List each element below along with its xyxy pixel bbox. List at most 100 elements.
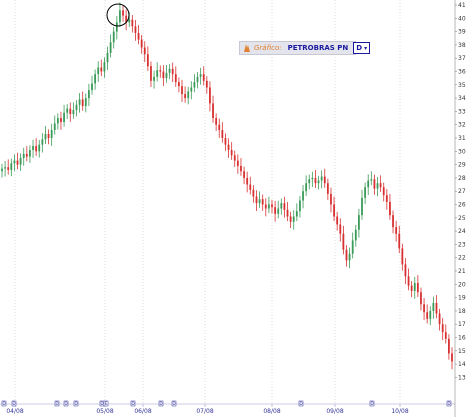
candle	[221, 122, 224, 143]
candle	[177, 77, 180, 93]
candle	[292, 210, 295, 230]
y-tick-label: 15	[458, 348, 466, 355]
candle	[56, 113, 59, 130]
candle	[426, 304, 429, 324]
svg-text:D: D	[64, 401, 67, 406]
candle	[385, 188, 388, 210]
candle	[230, 142, 233, 160]
candle	[106, 46, 109, 71]
candle	[159, 65, 162, 78]
candle	[109, 34, 112, 58]
candle	[271, 199, 273, 214]
candle	[115, 16, 118, 40]
candle	[246, 171, 249, 193]
candle	[435, 295, 438, 319]
x-tick-label: 08/08	[263, 408, 280, 415]
event-marker[interactable]: D	[369, 400, 375, 407]
event-marker[interactable]: D	[1, 400, 7, 407]
event-marker[interactable]: D	[298, 400, 304, 407]
event-marker[interactable]: D	[63, 400, 69, 407]
candle	[410, 280, 413, 298]
event-marker[interactable]: D	[158, 400, 164, 407]
y-tick-label: 30	[458, 148, 466, 155]
candle	[429, 306, 432, 326]
event-marker[interactable]: E	[103, 400, 109, 407]
candle	[32, 139, 34, 158]
svg-text:D: D	[299, 401, 302, 406]
event-marker[interactable]: D	[446, 400, 452, 407]
candle	[16, 152, 19, 170]
y-tick-label: 35	[458, 82, 466, 89]
candle	[295, 203, 298, 222]
candle	[240, 158, 242, 176]
candle	[320, 170, 323, 189]
candle	[367, 174, 370, 196]
chart-selector[interactable]: Gráfico: PETROBRAS PN D ▾	[239, 41, 371, 55]
candle	[10, 158, 13, 177]
candle	[72, 102, 75, 119]
candle	[274, 200, 277, 222]
candle	[53, 115, 56, 135]
event-marker[interactable]: D	[11, 400, 17, 407]
candle	[162, 65, 165, 86]
candle	[205, 76, 208, 94]
candle	[196, 72, 199, 89]
candles	[1, 2, 453, 370]
svg-text:D: D	[447, 401, 450, 406]
candle	[122, 5, 124, 22]
y-tick-label: 27	[458, 188, 466, 195]
candle	[22, 147, 25, 166]
event-marker[interactable]: D	[130, 400, 136, 407]
candle	[345, 245, 348, 267]
candle	[103, 57, 106, 78]
candle	[100, 59, 103, 77]
event-marker[interactable]: D	[99, 400, 105, 407]
candle	[190, 81, 193, 100]
candle	[336, 211, 339, 231]
svg-text:D: D	[172, 401, 175, 406]
y-tick-label: 28	[458, 175, 466, 182]
candle	[19, 153, 22, 171]
candle	[1, 163, 3, 178]
svg-text:D: D	[12, 401, 15, 406]
candle	[398, 225, 401, 254]
candle	[38, 139, 41, 158]
candle	[84, 93, 87, 113]
y-tick-label: 22	[458, 255, 466, 262]
candle	[438, 308, 441, 331]
candle	[441, 317, 444, 341]
symbol-name[interactable]: PETROBRAS PN	[287, 44, 349, 52]
candle	[333, 196, 335, 222]
y-tick-label: 20	[458, 281, 466, 288]
candle	[280, 198, 283, 215]
candle	[407, 268, 410, 291]
y-tick-label: 29	[458, 162, 466, 169]
candle	[75, 100, 78, 117]
period-dropdown[interactable]: D ▾	[353, 42, 371, 54]
candle	[91, 75, 93, 95]
y-tick-label: 32	[458, 122, 466, 129]
candle	[302, 184, 304, 209]
y-tick-label: 16	[458, 335, 466, 342]
peak-highlight-circle	[106, 3, 130, 27]
candle	[373, 174, 376, 195]
candle	[236, 154, 239, 174]
candle	[364, 182, 367, 205]
candle	[351, 232, 354, 259]
y-tick-label: 39	[458, 29, 466, 36]
svg-text:D: D	[131, 401, 134, 406]
candle	[137, 25, 140, 45]
candle	[81, 91, 84, 111]
event-marker[interactable]: D	[73, 400, 79, 407]
candle	[323, 168, 326, 188]
candle	[156, 62, 159, 82]
event-marker[interactable]: D	[54, 400, 60, 407]
y-tick-label: 25	[458, 215, 466, 222]
candle	[209, 81, 211, 112]
candle	[395, 220, 398, 242]
y-tick-label: 13	[458, 374, 466, 381]
y-tick-label: 40	[458, 15, 466, 22]
event-marker[interactable]: D	[171, 400, 177, 407]
